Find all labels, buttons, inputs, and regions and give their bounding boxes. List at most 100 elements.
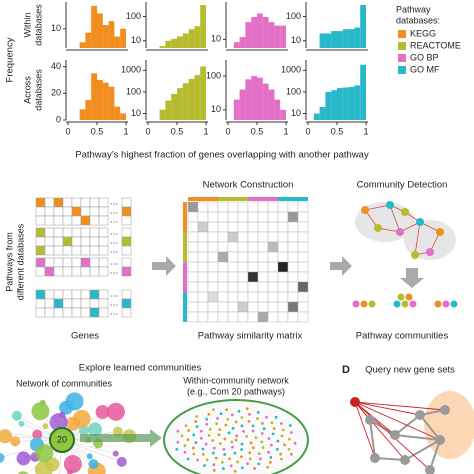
gene-cell: [80, 298, 91, 309]
ellipsis: …: [110, 244, 119, 254]
matrix-cell: [207, 291, 219, 303]
matrix-cell: [237, 251, 249, 263]
bar: [239, 37, 246, 48]
matrix-cell: [217, 281, 229, 293]
y-tick-label: 10: [291, 108, 301, 118]
pathway-node: [180, 434, 184, 438]
pathway-node: [176, 440, 180, 444]
gene-cell: [71, 215, 82, 226]
matrix-cell: [227, 301, 239, 313]
bar: [268, 22, 275, 48]
node: [393, 300, 401, 308]
x-tick-label: 1: [283, 126, 288, 136]
matrix-cell: [257, 271, 269, 283]
matrix-cell: [187, 311, 199, 323]
pathway-node: [260, 440, 264, 444]
community-node: [18, 420, 25, 427]
pathway-node: [267, 437, 271, 440]
pathway-node: [212, 463, 216, 466]
bar: [171, 38, 177, 48]
matrix-cell: [227, 271, 239, 283]
matrix-cell: [207, 311, 219, 323]
matrix-cell: [257, 201, 269, 213]
matrix-cell: [197, 261, 209, 273]
y-label: Pathways from: [4, 232, 14, 292]
bar: [280, 25, 286, 48]
node: [397, 293, 405, 301]
pathway-node: [268, 460, 272, 464]
x-tick-label: 0: [225, 126, 230, 136]
community-blob: [424, 391, 474, 459]
bar: [251, 17, 257, 48]
bar: [262, 17, 269, 48]
matrix-cell: [197, 291, 209, 303]
node: [374, 224, 382, 232]
matrix-cell: [207, 221, 219, 233]
pathway-node: [269, 443, 273, 447]
matrix-cell: [227, 311, 239, 323]
matrix-cell: [277, 241, 289, 253]
matrix-cell: [257, 211, 269, 223]
bar: [177, 36, 183, 48]
matrix-cell: [207, 261, 219, 273]
matrix-cell: [277, 201, 289, 213]
matrix-cell: [267, 291, 279, 303]
bar: [108, 86, 115, 120]
node: [401, 300, 409, 308]
pathway-node: [280, 434, 284, 438]
pathway-node: [192, 433, 196, 437]
pathway-node: [199, 429, 203, 433]
matrix-cell: [197, 201, 209, 213]
matrix-cell: [227, 231, 239, 243]
bar: [274, 99, 281, 120]
matrix-header: [183, 292, 187, 302]
gene-cell: [80, 236, 91, 247]
matrix-header: [238, 197, 248, 201]
gene-cell: [98, 298, 109, 309]
matrix-header: [188, 197, 198, 201]
matrix-cell: [297, 241, 309, 253]
bar: [182, 83, 189, 120]
gene-cell: [71, 298, 82, 309]
matrix-cell: [247, 241, 259, 253]
pathway-node: [274, 415, 278, 419]
matrix-cell: [227, 281, 239, 293]
matrix-cell: [267, 241, 279, 253]
pathway-node: [225, 408, 229, 412]
x-tick-label: 0: [65, 126, 70, 136]
pathway-node: [246, 462, 249, 466]
matrix-header: [183, 202, 187, 212]
gene-cell: [62, 266, 73, 277]
node: [368, 300, 376, 308]
node: [425, 465, 435, 474]
matrix-cell: [257, 221, 269, 233]
gene-cell: [53, 289, 64, 300]
matrix-header: [183, 242, 187, 252]
matrix-cell: [197, 221, 209, 233]
bar: [233, 99, 240, 120]
matrix-cell: [207, 201, 219, 213]
bar: [200, 5, 206, 49]
matrix-cell: [297, 281, 309, 293]
gene-cell: [44, 307, 55, 318]
gene-cell: [44, 215, 55, 226]
matrix-cell: [197, 211, 209, 223]
legend-swatch: [398, 42, 406, 50]
pathway-node: [176, 429, 180, 433]
ellipsis: …: [110, 288, 119, 298]
community-node: [35, 444, 54, 463]
node: [411, 251, 419, 259]
y-axis-label: Frequency: [5, 37, 16, 82]
bar: [251, 76, 257, 120]
gene-cell: [121, 197, 132, 208]
matrix-cell: [187, 291, 199, 303]
legend-label: GO MF: [410, 64, 440, 74]
pathway-node: [207, 412, 211, 416]
bar: [325, 91, 332, 120]
matrix-cell: [277, 231, 289, 243]
gene-cell: [35, 245, 46, 256]
pathway-node: [234, 438, 238, 442]
arrow: [152, 256, 176, 276]
bar: [159, 109, 166, 120]
query-edge: [354, 401, 446, 411]
